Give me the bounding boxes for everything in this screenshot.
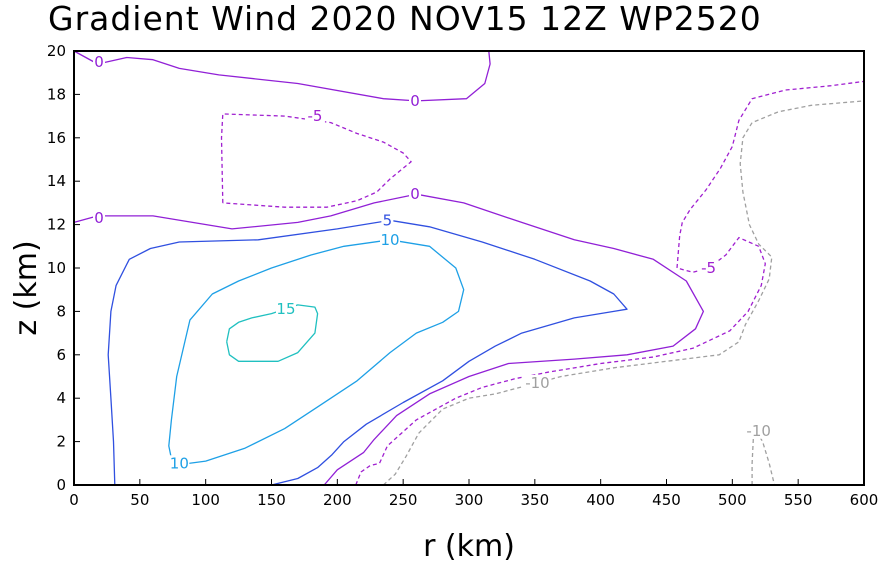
contour-label-bg [523, 375, 552, 392]
x-tick-label: 150 [257, 491, 286, 509]
contour-line-level-10-1 [168, 239, 465, 467]
x-tick-label: 100 [191, 491, 220, 509]
x-tick-label: 550 [784, 491, 813, 509]
contour-label: 10 [380, 231, 399, 249]
x-tick-label: 200 [323, 491, 352, 509]
contour-label-bg [380, 231, 400, 248]
x-tick-label: 400 [586, 491, 615, 509]
x-tick-label: 600 [850, 491, 879, 509]
contour-label: -5 [701, 259, 716, 277]
y-tick-label: 14 [47, 172, 66, 190]
contour-label: 5 [383, 211, 393, 229]
contour-label: 15 [276, 300, 295, 318]
y-tick-label: 6 [56, 346, 66, 364]
y-tick-label: 0 [56, 476, 66, 494]
contour-layer [73, 50, 865, 486]
chart-title: Gradient Wind 2020 NOV15 12Z WP2520 [48, 0, 762, 38]
contour-line-level-neg10-1 [382, 100, 865, 486]
contour-label: -5 [307, 107, 322, 125]
y-tick-label: 4 [56, 389, 66, 407]
contour-label-bg [93, 210, 106, 227]
y-tick-label: 20 [47, 42, 66, 60]
x-tick-label: 0 [69, 491, 79, 509]
x-tick-label: 250 [389, 491, 418, 509]
x-tick-label: 50 [130, 491, 149, 509]
contour-line-level-0-1 [73, 50, 491, 102]
contour-label-bg [381, 212, 394, 229]
contour-line-level-neg5-2 [355, 80, 865, 486]
contour-label-bg [409, 92, 422, 109]
contour-label: -10 [746, 422, 771, 440]
contour-label: 0 [94, 209, 104, 227]
contour-label: 10 [170, 454, 189, 472]
contour-label-bg [698, 260, 719, 276]
y-tick-label: 12 [47, 216, 66, 234]
contour-line-level-5-1 [107, 219, 628, 486]
x-tick-label: 350 [521, 491, 550, 509]
x-axis-ticks: 0 50 100 150 200 250 300 350 400 450 500 550 600 [69, 479, 878, 509]
contour-label: 0 [410, 92, 420, 110]
y-tick-label: 16 [47, 129, 66, 147]
contour-label: -10 [525, 374, 550, 392]
x-axis-label: r (km) [423, 529, 515, 561]
y-axis-ticks: 0 2 4 6 8 10 12 14 16 18 20 [47, 42, 80, 494]
y-tick-label: 10 [47, 259, 66, 277]
contour-line-level-neg10-2 [751, 434, 776, 486]
x-tick-label: 500 [718, 491, 747, 509]
x-tick-label: 450 [652, 491, 681, 509]
contour-label-bg [275, 301, 296, 318]
contour-label: 0 [410, 185, 420, 203]
contour-line-level-neg5-1 [220, 113, 412, 208]
contour-label-bg [93, 53, 106, 70]
contour-line-level-15-1 [226, 304, 319, 362]
contour-label-bg [169, 455, 190, 472]
y-axis-label: z (km) [9, 240, 44, 335]
contour-label-bg [409, 186, 422, 203]
y-tick-label: 18 [47, 85, 66, 103]
y-tick-label: 8 [56, 302, 66, 320]
y-tick-label: 2 [56, 433, 66, 451]
contour-label-bg [304, 108, 325, 125]
x-tick-label: 300 [455, 491, 484, 509]
contour-label-layer: 0 0 0 0 -5 -5 5 10 10 15 -10 -10 [93, 53, 773, 472]
contour-label-bg [744, 422, 773, 439]
contour-line-level-0-2 [73, 193, 705, 486]
plot-frame [73, 50, 865, 486]
contour-label: 0 [94, 53, 104, 71]
